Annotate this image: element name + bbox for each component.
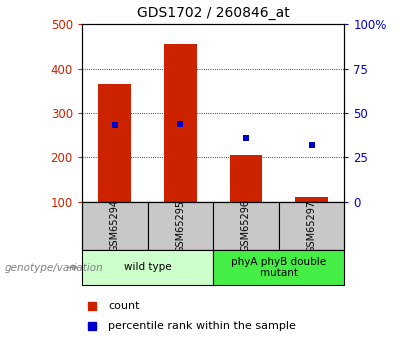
Bar — [82, 202, 147, 250]
Text: GSM65295: GSM65295 — [175, 199, 185, 253]
Bar — [82, 250, 213, 285]
Text: GSM65296: GSM65296 — [241, 199, 251, 253]
Bar — [147, 202, 213, 250]
Text: count: count — [108, 301, 139, 311]
Bar — [98, 84, 131, 202]
Text: GSM65294: GSM65294 — [110, 199, 120, 253]
Title: GDS1702 / 260846_at: GDS1702 / 260846_at — [137, 6, 289, 20]
Text: genotype/variation: genotype/variation — [4, 263, 103, 273]
Bar — [230, 155, 262, 202]
Bar — [164, 44, 197, 202]
Bar — [279, 202, 344, 250]
Text: GSM65297: GSM65297 — [307, 199, 317, 253]
Text: percentile rank within the sample: percentile rank within the sample — [108, 321, 296, 331]
Text: wild type: wild type — [124, 263, 171, 272]
Bar — [213, 202, 279, 250]
Text: phyA phyB double
mutant: phyA phyB double mutant — [231, 257, 326, 278]
Bar — [213, 250, 344, 285]
Bar — [295, 197, 328, 202]
